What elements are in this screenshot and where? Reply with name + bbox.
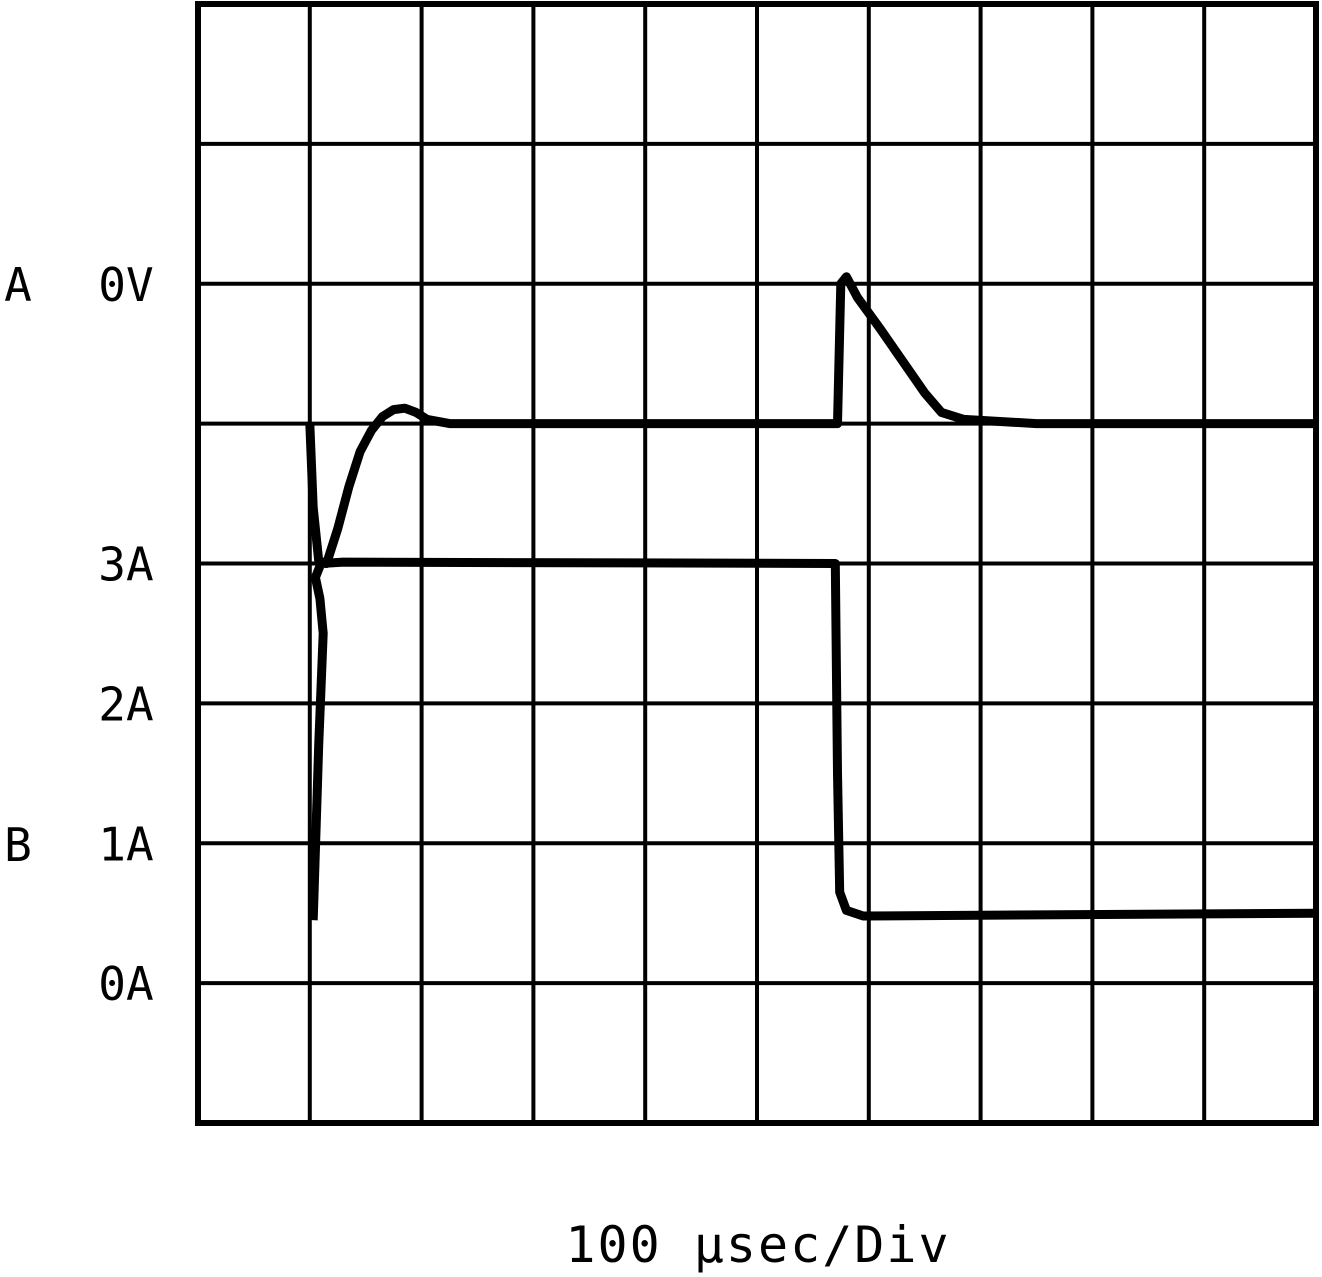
channel-b-tick-labels: 3A 2A 1A 0A [98, 538, 153, 1012]
channel-b-tick-label: 2A [98, 677, 153, 731]
x-axis-label: 100 µsec/Div [565, 1216, 950, 1274]
channel-b-tick-label: 0A [98, 957, 153, 1011]
plot-border [195, 1, 1319, 1126]
channel-a-marker: A [4, 258, 32, 312]
channel-b-tick-label: 3A [98, 538, 153, 592]
plot-frame [195, 1, 1319, 1126]
channel-a-trace [305, 272, 1316, 568]
channel-b-marker: B [4, 818, 32, 872]
channel-a-reference-label: 0V [98, 258, 153, 312]
channel-b-tick-label: 1A [98, 817, 153, 871]
traces [305, 272, 1317, 921]
channel-b-trace [308, 557, 1317, 921]
